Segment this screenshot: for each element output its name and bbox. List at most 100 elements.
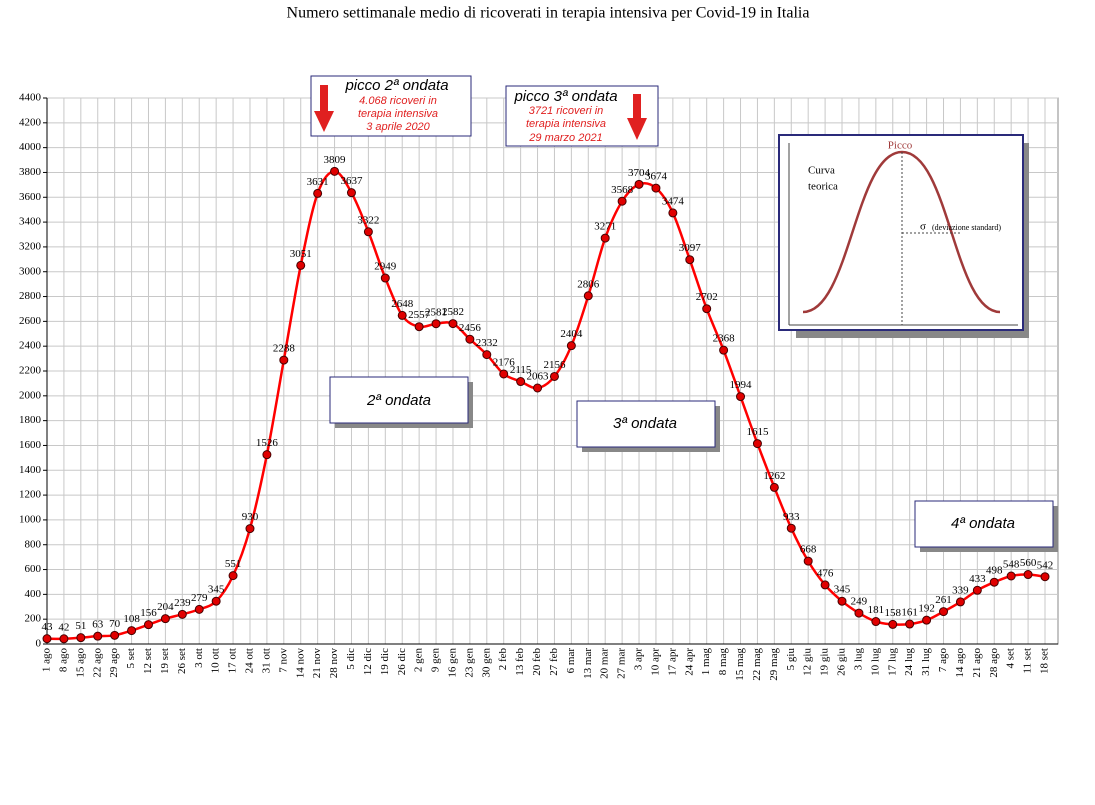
- wave-box: [914, 500, 1054, 548]
- data-label: 249: [851, 596, 868, 608]
- x-tick-label: 5 dic: [345, 648, 357, 670]
- note-title: picco 2ª ondata: [344, 77, 448, 94]
- inset-label: (deviazione standard): [932, 223, 1001, 232]
- data-label: 3568: [611, 184, 634, 196]
- x-tick-label: 22 mag: [751, 648, 763, 681]
- x-tick-label: 24 apr: [683, 648, 695, 676]
- data-label: 158: [885, 607, 902, 619]
- data-label: 433: [969, 573, 986, 585]
- x-tick-label: 4 set: [1005, 648, 1017, 668]
- point: [634, 179, 644, 189]
- arrow: [314, 111, 334, 132]
- data-label: 476: [817, 567, 834, 579]
- x-tick-label: 8 mag: [717, 648, 729, 676]
- point: [194, 604, 204, 614]
- data-label: 542: [1037, 559, 1054, 571]
- point: [1023, 570, 1033, 580]
- point: [803, 556, 813, 566]
- data-label: 3474: [662, 195, 685, 207]
- point: [397, 310, 407, 320]
- x-tick-label: 9 gen: [430, 648, 442, 673]
- data-label: 279: [191, 592, 208, 604]
- data-label: 1994: [730, 379, 753, 391]
- data-label: 3704: [628, 167, 651, 179]
- data-label: 161: [901, 607, 918, 619]
- y-tick-label: 2200: [19, 365, 42, 377]
- arrow: [320, 85, 328, 111]
- point: [110, 630, 120, 640]
- y-tick-label: 2400: [19, 340, 42, 352]
- data-label: 498: [986, 565, 1003, 577]
- x-tick-label: 7 ago: [937, 648, 949, 673]
- x-tick-label: 24 lug: [903, 648, 915, 676]
- x-tick-label: 29 mag: [768, 648, 780, 681]
- point: [330, 166, 340, 176]
- x-tick-label: 2 feb: [497, 648, 509, 671]
- point: [431, 319, 441, 329]
- data-label: 2176: [493, 357, 516, 369]
- inset-label: Curva: [808, 165, 835, 177]
- point: [499, 369, 509, 379]
- y-tick-label: 3400: [19, 216, 42, 228]
- data-label: 2332: [476, 337, 498, 349]
- x-tick-label: 26 dic: [396, 648, 408, 675]
- y-tick-label: 1800: [19, 414, 42, 426]
- data-label: 668: [800, 544, 817, 556]
- peak-note: picco 3ª ondata 3721 ricoveri in terapia…: [505, 85, 659, 147]
- data-label: 63: [92, 619, 104, 631]
- point: [313, 188, 323, 198]
- point: [905, 619, 915, 629]
- wave-label: 4ª ondata: [951, 515, 1015, 532]
- x-tick-label: 12 set: [142, 648, 154, 674]
- point: [769, 482, 779, 492]
- x-tick-label: 12 giu: [802, 648, 814, 676]
- x-tick-label: 21 ago: [971, 648, 983, 678]
- x-tick-label: 5 set: [125, 648, 137, 668]
- data-label: 43: [42, 621, 54, 633]
- data-label: 2702: [696, 291, 718, 303]
- point: [702, 304, 712, 314]
- data-label: 3637: [340, 175, 363, 187]
- point: [262, 450, 272, 460]
- data-label: 2156: [543, 359, 566, 371]
- point: [228, 571, 238, 581]
- x-tick-label: 17 apr: [666, 648, 678, 676]
- x-tick-label: 17 ott: [227, 648, 239, 673]
- point: [380, 273, 390, 283]
- x-tick-label: 26 giu: [836, 648, 848, 676]
- data-label: 2404: [560, 328, 583, 340]
- wave-label: 3ª ondata: [613, 415, 677, 432]
- data-label: 108: [123, 613, 140, 625]
- point: [989, 577, 999, 587]
- y-tick-label: 800: [25, 538, 42, 550]
- x-tick-label: 22 ago: [91, 648, 103, 678]
- point: [871, 617, 881, 627]
- arrow: [633, 94, 641, 118]
- data-label: 181: [868, 604, 885, 616]
- inset-label: Picco: [888, 140, 913, 152]
- point: [837, 596, 847, 606]
- x-tick-label: 20 mar: [599, 648, 611, 679]
- data-label: 2456: [459, 322, 482, 334]
- point: [160, 614, 170, 624]
- data-label: 3051: [290, 248, 312, 260]
- point: [127, 626, 137, 636]
- x-tick-label: 5 giu: [785, 648, 797, 671]
- wave-box: [329, 376, 469, 424]
- x-tick-label: 11 set: [1022, 648, 1034, 674]
- x-tick-label: 13 feb: [514, 648, 526, 676]
- point: [752, 439, 762, 449]
- data-label: 2557: [408, 309, 431, 321]
- x-tick-label: 15 ago: [74, 648, 86, 678]
- data-label: 551: [225, 558, 242, 570]
- y-tick-label: 1600: [19, 439, 42, 451]
- point: [59, 634, 69, 644]
- data-label: 1526: [256, 437, 279, 449]
- data-label: 156: [140, 607, 157, 619]
- point: [1006, 571, 1016, 581]
- x-tick-label: 19 dic: [379, 648, 391, 675]
- data-label: 345: [208, 584, 225, 596]
- point: [245, 524, 255, 534]
- y-tick-label: 0: [36, 638, 42, 650]
